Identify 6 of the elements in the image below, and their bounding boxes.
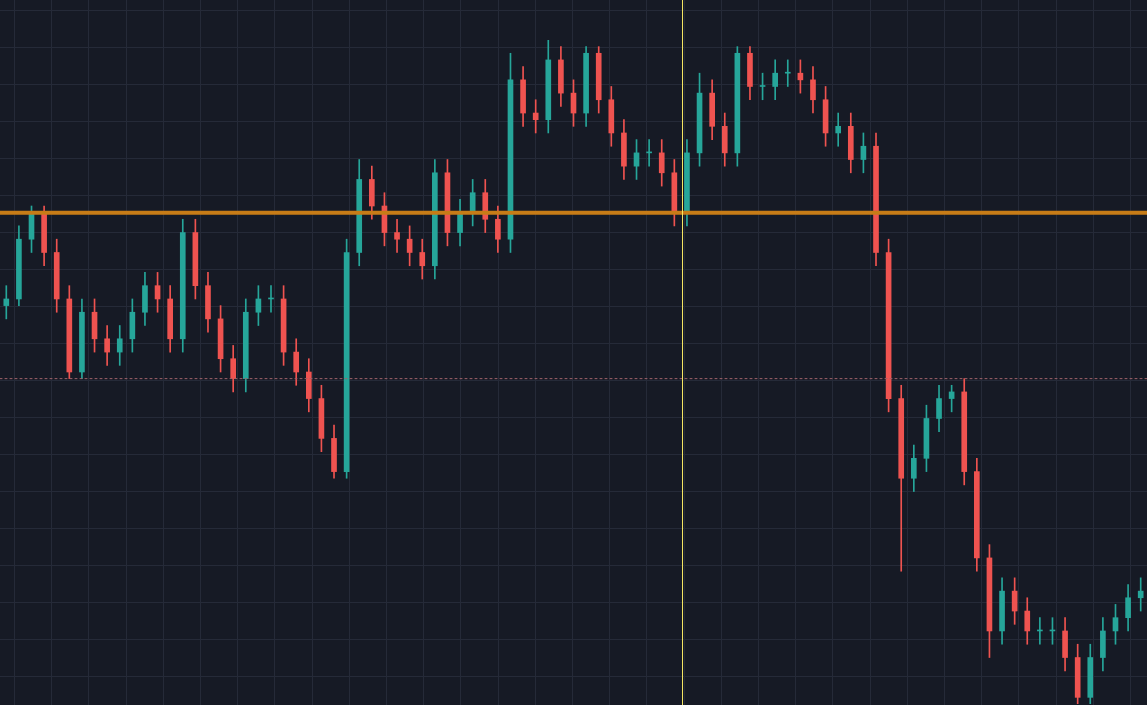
candlestick bbox=[784, 59, 791, 87]
candlestick bbox=[835, 112, 842, 147]
candlestick bbox=[532, 99, 539, 134]
candlestick bbox=[3, 285, 10, 320]
candlestick bbox=[1137, 577, 1144, 612]
candlestick bbox=[394, 218, 400, 253]
